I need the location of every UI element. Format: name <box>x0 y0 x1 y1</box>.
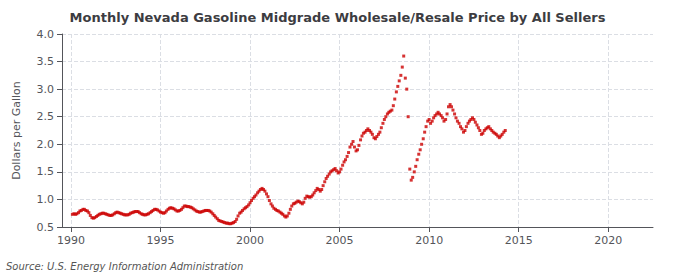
svg-text:2005: 2005 <box>326 234 354 247</box>
svg-text:Source: U.S. Energy Informatio: Source: U.S. Energy Information Administ… <box>6 261 243 272</box>
svg-text:1995: 1995 <box>147 234 175 247</box>
svg-text:2.0: 2.0 <box>37 138 55 151</box>
svg-text:2010: 2010 <box>415 234 443 247</box>
svg-text:2015: 2015 <box>505 234 533 247</box>
svg-text:2000: 2000 <box>236 234 264 247</box>
svg-text:Dollars per Gallon: Dollars per Gallon <box>10 81 23 180</box>
svg-text:2020: 2020 <box>594 234 622 247</box>
svg-text:2.5: 2.5 <box>37 110 55 123</box>
svg-text:1990: 1990 <box>57 234 85 247</box>
svg-text:4.0: 4.0 <box>37 28 55 41</box>
svg-text:1.0: 1.0 <box>37 193 55 206</box>
svg-text:3.0: 3.0 <box>37 83 55 96</box>
svg-text:3.5: 3.5 <box>37 55 55 68</box>
svg-text:1.5: 1.5 <box>37 165 55 178</box>
svg-text:0.5: 0.5 <box>37 221 55 234</box>
svg-text:Monthly Nevada Gasoline Midgra: Monthly Nevada Gasoline Midgrade Wholesa… <box>70 10 606 25</box>
